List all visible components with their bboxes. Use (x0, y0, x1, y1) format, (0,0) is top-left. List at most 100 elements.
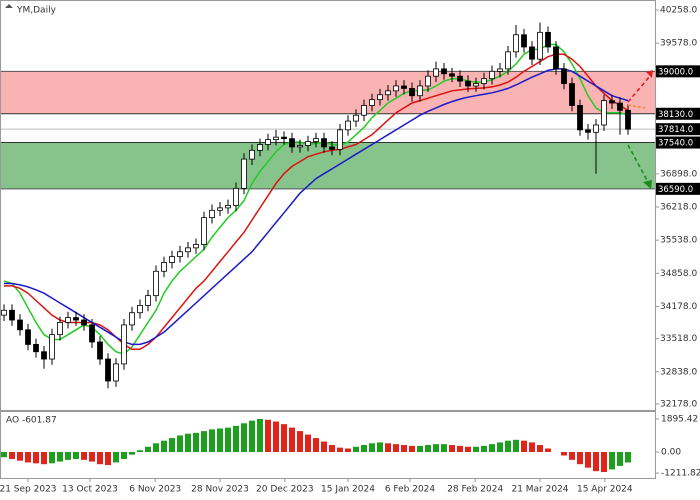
ao-bar (257, 419, 263, 453)
ao-bar (561, 452, 567, 456)
zone (0, 71, 655, 114)
ao-bar (529, 442, 535, 453)
candle-body (97, 341, 103, 360)
ao-bar (401, 445, 407, 453)
ao-bar (441, 444, 447, 453)
ao-bar (265, 419, 271, 453)
level-label-box (656, 136, 700, 149)
candle-body (313, 138, 319, 142)
x-tick-label: 15 Apr 2024 (577, 485, 633, 495)
candle-body (49, 334, 55, 360)
ao-bar (137, 450, 143, 453)
ao-bar (425, 445, 431, 453)
y-tick-label: 36218.0 (660, 202, 697, 212)
y-tick-label: 39578.0 (660, 39, 697, 49)
ao-bar (545, 448, 551, 453)
ao-bar (1, 452, 7, 458)
ao-bar (201, 431, 207, 453)
candle-body (233, 187, 239, 206)
candle-body (73, 317, 79, 321)
candle-body (105, 358, 111, 382)
candle-body (449, 73, 455, 77)
level-label-box (656, 65, 700, 78)
x-tick-label: 21 Sep 2023 (0, 485, 57, 495)
candle-body (545, 31, 551, 48)
ao-bar (9, 452, 15, 459)
candle-body (553, 46, 559, 70)
ao-bar (473, 446, 479, 453)
candle-body (289, 138, 295, 148)
ao-bar (281, 424, 287, 453)
ao-bar (313, 438, 319, 453)
ao-bar (457, 445, 463, 453)
ao-bar (345, 448, 351, 453)
ao-bar (497, 442, 503, 453)
candle-body (593, 124, 599, 133)
candle-body (473, 83, 479, 87)
ao-bar (49, 452, 55, 464)
candle-body (585, 129, 591, 133)
ao-bar (81, 452, 87, 460)
candle-body (529, 46, 535, 60)
level-label: 38130.0 (658, 110, 693, 120)
ao-bar (329, 445, 335, 453)
candle-body (369, 99, 375, 106)
candle-body (89, 324, 95, 343)
candle-body (273, 136, 279, 141)
candle-body (537, 31, 543, 60)
candle-body (433, 68, 439, 77)
y-tick-label: 36898.0 (660, 169, 697, 179)
candle-body (137, 305, 143, 314)
ao-bar (153, 443, 159, 453)
y-tick-label: 40258.0 (660, 5, 697, 15)
moving-average (4, 53, 629, 351)
level-label-box (656, 123, 700, 136)
candle-body (161, 262, 167, 272)
candle-body (345, 120, 351, 131)
ao-bar (305, 434, 311, 453)
candle-body (457, 75, 463, 82)
candle-body (521, 34, 527, 48)
x-tick-label: 6 Feb 2024 (385, 485, 436, 495)
ao-bar (89, 452, 95, 462)
candle-body (297, 145, 303, 148)
x-tick-label: 28 Feb 2024 (447, 485, 503, 495)
x-tick-label: 20 Dec 2023 (256, 485, 314, 495)
ao-bar (65, 452, 71, 460)
forecast-arrows (627, 70, 653, 189)
ao-bar (609, 452, 615, 470)
candle-body (241, 158, 247, 189)
candle-body (609, 100, 615, 104)
candle-body (409, 88, 415, 97)
ao-bar (225, 427, 231, 453)
ao-bar (161, 440, 167, 453)
ao-panel-frame (0, 411, 656, 479)
ao-bar (601, 452, 607, 473)
ao-bar (337, 447, 343, 453)
ao-bar (129, 452, 135, 455)
ao-bar (297, 431, 303, 453)
ao-bar (249, 420, 255, 453)
ao-bar (41, 452, 47, 465)
price-panel-frame (0, 0, 656, 411)
ao-bar (185, 433, 191, 453)
candle-body (441, 68, 447, 75)
candle-body (401, 85, 407, 89)
candle-body (65, 317, 71, 323)
candle-body (393, 85, 399, 92)
ao-bar (617, 452, 623, 466)
ao-bar (321, 441, 327, 453)
candle-body (417, 85, 423, 97)
ao-bar (433, 444, 439, 453)
ao-bar (513, 439, 519, 453)
ao-bar (73, 452, 79, 459)
level-label: 39000.0 (658, 67, 693, 77)
level-label: 37814.0 (658, 125, 693, 135)
candle-body (81, 319, 87, 326)
candle-body (513, 34, 519, 53)
candle-body (617, 102, 623, 111)
candle-body (329, 146, 335, 150)
ao-bar (145, 446, 151, 453)
y-tick-label: 32178.0 (660, 400, 697, 410)
ao-bar (393, 444, 399, 453)
